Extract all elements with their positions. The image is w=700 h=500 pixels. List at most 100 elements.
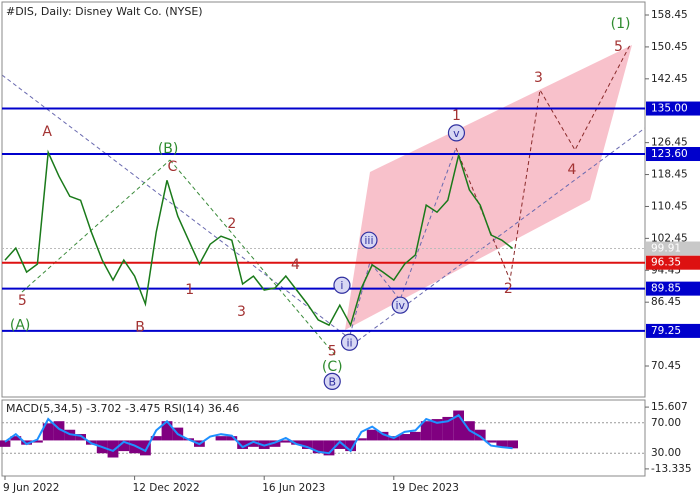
indicator-label: MACD(5,34,5) -3.702 -3.475 RSI(14) 36.46 bbox=[6, 402, 239, 415]
wave-label: 2 bbox=[504, 281, 513, 297]
trend-line bbox=[351, 127, 646, 346]
macd-bar bbox=[129, 440, 140, 454]
macd-bar bbox=[420, 421, 432, 441]
macd-bar bbox=[0, 440, 11, 447]
x-tick-label: 12 Dec 2022 bbox=[133, 482, 200, 494]
trend-line bbox=[1, 74, 346, 336]
wave-circle bbox=[447, 124, 466, 142]
y-tick-label: 70.45 bbox=[651, 360, 681, 372]
y-tick-label: 158.45 bbox=[651, 9, 688, 21]
wave-label: 1 bbox=[452, 108, 461, 124]
price-line bbox=[4, 413, 513, 455]
wave-label: B bbox=[328, 375, 336, 388]
wave-label: 3 bbox=[534, 70, 543, 86]
macd-bar bbox=[42, 423, 54, 441]
y-tick-label: 142.45 bbox=[651, 73, 688, 85]
macd-bar bbox=[312, 440, 324, 454]
macd-bar bbox=[32, 440, 43, 443]
y2-tick-label: 70.00 bbox=[651, 417, 681, 429]
macd-bar bbox=[291, 440, 302, 445]
macd-bar bbox=[431, 419, 443, 441]
wave-label: i bbox=[340, 279, 343, 292]
trend-line bbox=[169, 159, 336, 356]
chart-title: #DIS, Daily: Disney Walt Co. (NYSE) bbox=[6, 5, 203, 18]
wave-label: (B) bbox=[158, 141, 179, 157]
x-tick-label: 16 Jun 2023 bbox=[262, 482, 325, 494]
channel bbox=[345, 45, 632, 330]
wave-label: 4 bbox=[568, 162, 577, 178]
wave-label: 4 bbox=[291, 257, 300, 273]
macd-bar bbox=[356, 438, 367, 441]
y2-tick-label: 30.00 bbox=[651, 447, 681, 459]
x-tick-label: 9 Jun 2022 bbox=[3, 482, 59, 494]
wave-label: (C) bbox=[322, 359, 343, 375]
level-box bbox=[646, 147, 700, 162]
level-box bbox=[646, 323, 700, 338]
level-label: 89.85 bbox=[651, 283, 681, 295]
wave-label: ii bbox=[346, 336, 352, 349]
macd-bar bbox=[226, 436, 238, 441]
macd-bar bbox=[345, 440, 356, 452]
macd-bar bbox=[161, 421, 173, 441]
wave-label: iii bbox=[364, 234, 373, 247]
wave-circle bbox=[391, 296, 409, 314]
wave-label: 5 bbox=[18, 293, 27, 309]
wave-circle bbox=[333, 276, 351, 294]
macd-bar bbox=[10, 436, 22, 441]
wave-path bbox=[349, 147, 457, 336]
macd-bar bbox=[410, 431, 421, 441]
macd-bar bbox=[485, 440, 497, 443]
wave-label: 3 bbox=[237, 304, 246, 320]
level-label: 96.35 bbox=[651, 257, 681, 269]
wave-lines bbox=[1, 44, 646, 356]
macd-bar bbox=[442, 416, 454, 441]
macd-bar bbox=[215, 436, 227, 441]
trend-line bbox=[21, 159, 171, 293]
price-label: 99.91 bbox=[651, 243, 681, 255]
macd-bar bbox=[118, 440, 130, 452]
macd-bar bbox=[248, 440, 259, 447]
macd-bar bbox=[21, 440, 32, 445]
level-box bbox=[646, 101, 700, 116]
forecast-path bbox=[455, 44, 631, 282]
y-tick-label: 15.607 bbox=[651, 401, 688, 413]
macd-bar bbox=[334, 440, 346, 449]
level-label: 123.60 bbox=[651, 148, 688, 160]
wave-circle bbox=[323, 372, 341, 390]
macd-bar bbox=[377, 431, 389, 441]
y-tick-label: 118.45 bbox=[651, 169, 688, 181]
wave-label: (A) bbox=[10, 318, 31, 334]
y-tick-label: 150.45 bbox=[651, 41, 688, 53]
level-box bbox=[646, 255, 700, 270]
macd-bar bbox=[474, 429, 486, 441]
wave-label: 2 bbox=[227, 216, 236, 232]
wave-label: 1 bbox=[185, 282, 194, 298]
wave-label: (1) bbox=[611, 16, 631, 32]
macd-bar bbox=[453, 410, 464, 441]
level-box bbox=[646, 281, 700, 296]
wave-label: v bbox=[453, 127, 460, 140]
y-tick-label: 86.45 bbox=[651, 296, 681, 308]
macd-bar bbox=[399, 434, 410, 441]
wave-label: 5 bbox=[328, 343, 337, 359]
macd-bar bbox=[107, 440, 119, 458]
macd-bar bbox=[323, 440, 335, 456]
wave-label: A bbox=[42, 124, 52, 140]
wave-label: C bbox=[168, 159, 178, 175]
price-box bbox=[646, 241, 700, 256]
macd-bar bbox=[150, 436, 162, 441]
main-frame bbox=[1, 1, 646, 398]
macd-bar bbox=[140, 440, 151, 456]
indicator-frame bbox=[1, 399, 646, 477]
level-label: 79.25 bbox=[651, 325, 681, 337]
wave-circle bbox=[360, 231, 378, 249]
wave-label: B bbox=[135, 320, 145, 336]
macd-bar bbox=[496, 440, 508, 447]
macd-bar bbox=[53, 421, 65, 441]
macd-bar bbox=[302, 440, 313, 449]
macd-bar bbox=[75, 434, 86, 441]
wave-label: 5 bbox=[614, 39, 623, 55]
y-tick-label: -13.335 bbox=[651, 463, 692, 475]
price-line bbox=[4, 149, 514, 328]
